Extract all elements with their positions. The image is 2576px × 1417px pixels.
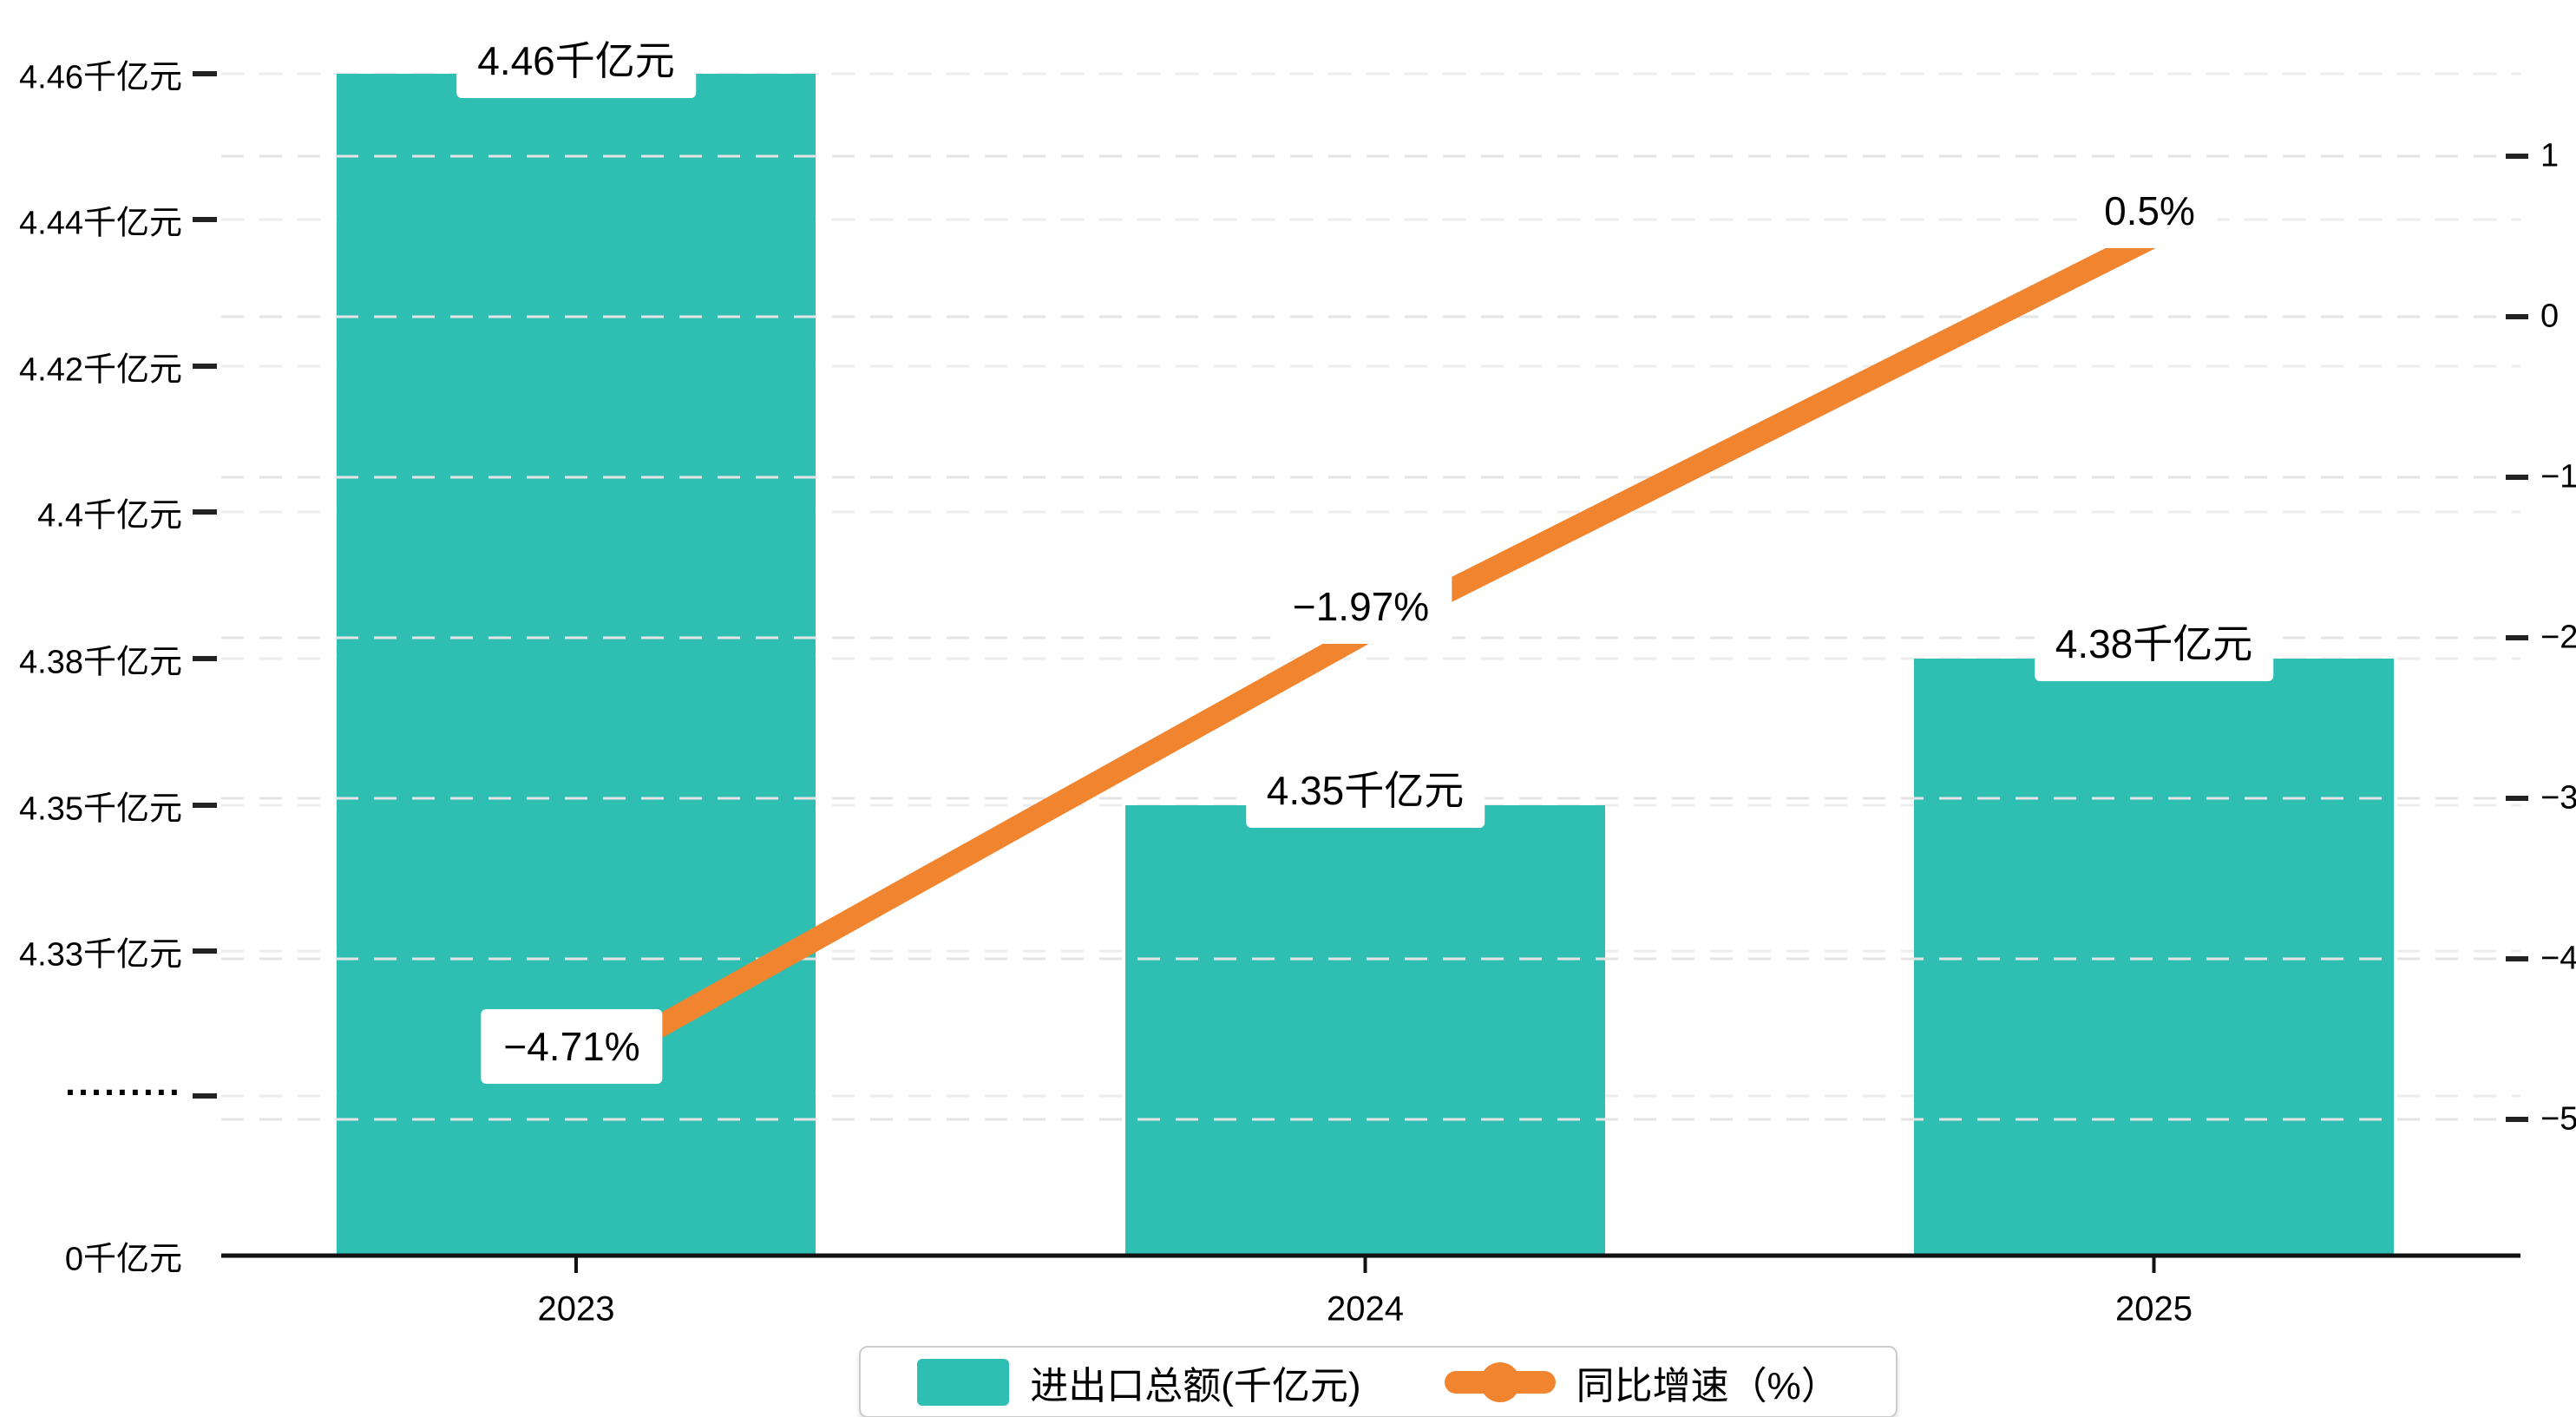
bar-value-label: 4.35千亿元	[1245, 748, 1485, 828]
line-value-label: −1.97%	[1269, 569, 1452, 645]
bar-series-swatch-icon	[917, 1358, 1010, 1406]
x-axis-label-2023: 2023	[537, 1289, 615, 1328]
right-axis-tick-label: −5	[2540, 1100, 2576, 1138]
right-axis-tick-label: −1	[2540, 458, 2576, 495]
left-axis-break-dots: ·········	[65, 1072, 182, 1113]
right-axis-tick-label: −3	[2540, 779, 2576, 817]
bar-2025[interactable]	[1914, 659, 2394, 1256]
line-value-label: −4.71%	[481, 1009, 663, 1085]
legend-item-line-series[interactable]: 同比增速（%）	[1444, 1355, 1839, 1410]
x-axis-label-2025: 2025	[2115, 1289, 2193, 1328]
bar-value-label: 4.46千亿元	[456, 18, 696, 98]
bar-value-label: 4.38千亿元	[2034, 601, 2274, 681]
line-series-marker-icon	[1444, 1359, 1556, 1406]
x-axis-label-2024: 2024	[1327, 1289, 1404, 1328]
left-axis-tick-label: 4.46千亿元	[19, 59, 182, 96]
left-axis-tick-label: 0千亿元	[64, 1241, 182, 1278]
legend-line-label: 同比增速（%）	[1576, 1364, 1839, 1407]
legend-item-bar-series[interactable]: 进出口总额(千亿元)	[917, 1355, 1361, 1410]
right-axis-tick-label: 1	[2540, 137, 2560, 174]
right-axis-tick-label: −2	[2540, 619, 2576, 656]
line-value-label: 0.5%	[2081, 173, 2218, 248]
right-axis-tick-label: 0	[2540, 298, 2560, 335]
left-axis-tick-label: 4.35千亿元	[19, 791, 182, 828]
left-axis-tick-label: 4.4千亿元	[37, 497, 182, 535]
left-axis-tick-label: 4.38千亿元	[19, 644, 182, 681]
left-axis-tick-label: 4.44千亿元	[19, 205, 182, 242]
bar-2024[interactable]	[1125, 805, 1605, 1256]
left-axis-tick-label: 4.33千亿元	[19, 936, 182, 974]
chart-legend: 进出口总额(千亿元) 同比增速（%）	[859, 1346, 1898, 1417]
right-axis-tick-label: −4	[2540, 940, 2576, 977]
left-axis-tick-label: 4.42千亿元	[19, 351, 182, 389]
legend-bar-label: 进出口总额(千亿元)	[1030, 1364, 1361, 1407]
